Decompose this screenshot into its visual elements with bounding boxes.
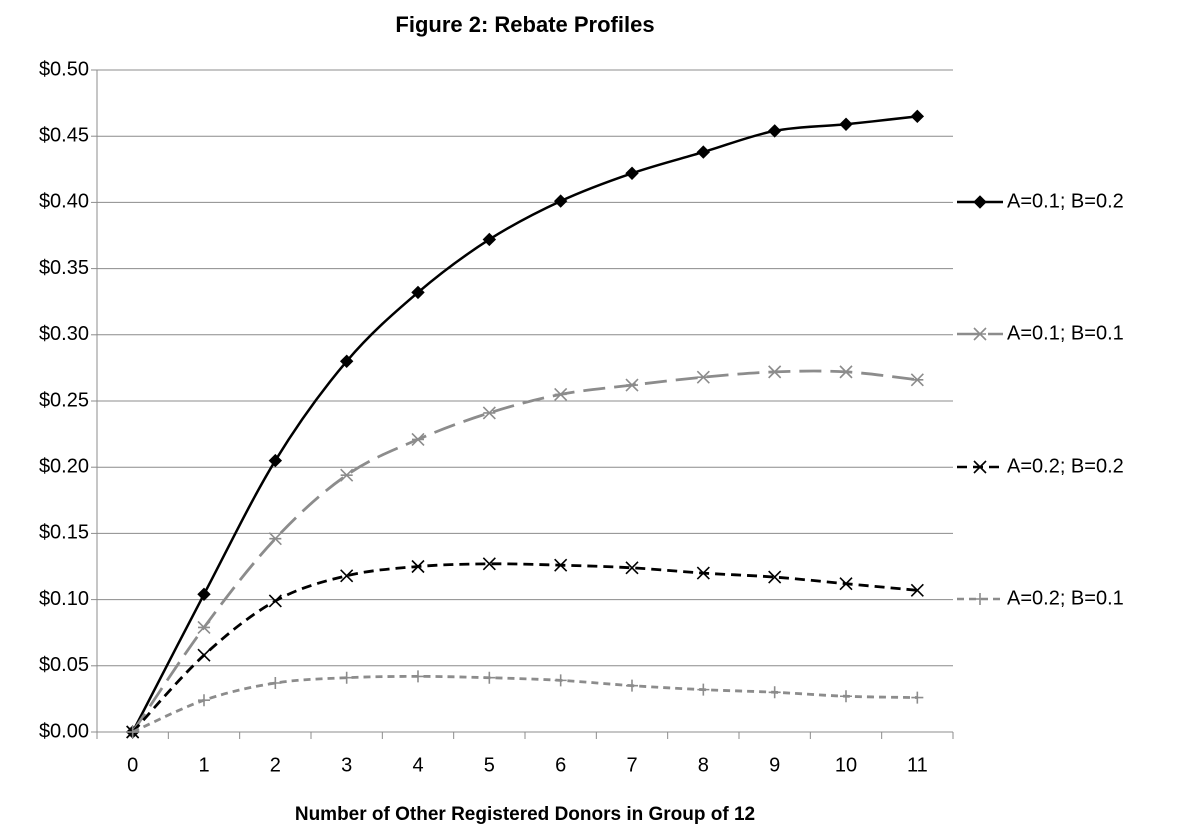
series-line <box>131 115 918 733</box>
legend-marker <box>974 593 986 605</box>
data-point <box>340 569 354 583</box>
data-point <box>340 468 354 482</box>
data-point <box>483 671 496 684</box>
data-point <box>269 677 282 690</box>
data-point <box>768 686 781 699</box>
x-tick-label: 11 <box>907 754 928 776</box>
x-tick-label: 0 <box>127 754 138 776</box>
y-tick-label: $0.00 <box>39 720 89 742</box>
y-tick-label: $0.30 <box>39 323 89 345</box>
legend-marker <box>973 460 987 474</box>
legend-label: A=0.2; B=0.1 <box>1007 587 1124 609</box>
data-point <box>768 365 782 379</box>
data-point <box>482 232 497 247</box>
data-point <box>840 690 852 703</box>
data-point <box>482 406 496 420</box>
y-tick-label: $0.35 <box>39 257 89 279</box>
data-point <box>625 378 639 392</box>
data-point <box>339 354 354 368</box>
data-point <box>411 432 425 446</box>
y-tick-label: $0.15 <box>39 522 89 544</box>
data-point <box>268 453 283 468</box>
data-point <box>625 561 639 575</box>
data-point <box>126 726 139 738</box>
data-point <box>910 109 925 124</box>
data-point <box>197 620 211 634</box>
data-point <box>768 570 782 584</box>
series-line <box>131 562 918 733</box>
data-point <box>625 166 639 180</box>
data-point <box>839 577 853 591</box>
x-tick-label: 9 <box>769 754 780 776</box>
data-point <box>553 194 568 208</box>
x-tick-label: 1 <box>198 754 209 776</box>
y-tick-label: $0.40 <box>39 191 89 213</box>
x-tick-label: 5 <box>484 754 495 776</box>
y-tick-label: $0.05 <box>39 654 89 676</box>
data-point <box>626 679 638 692</box>
data-point <box>696 566 710 580</box>
legend-marker <box>973 327 987 341</box>
data-point <box>696 370 710 384</box>
x-tick-label: 6 <box>555 754 566 776</box>
x-tick-label: 10 <box>835 754 857 776</box>
data-point <box>268 594 282 608</box>
data-point <box>911 691 924 704</box>
x-tick-label: 2 <box>270 754 281 776</box>
x-axis-title: Number of Other Registered Donors in Gro… <box>295 804 755 825</box>
data-point <box>554 558 568 572</box>
legend-label: A=0.1; B=0.2 <box>1007 190 1124 212</box>
data-point <box>767 124 782 138</box>
x-tick-label: 4 <box>412 754 423 776</box>
legend-label: A=0.1; B=0.1 <box>1007 322 1124 344</box>
legend-marker <box>973 195 987 209</box>
data-point <box>554 387 568 401</box>
x-tick-label: 3 <box>341 754 352 776</box>
data-point <box>340 671 353 684</box>
data-point <box>482 557 496 571</box>
data-point <box>839 365 853 379</box>
data-point <box>411 285 425 300</box>
series-line <box>132 674 918 734</box>
data-point <box>411 559 425 574</box>
data-point <box>696 145 711 159</box>
data-point <box>910 583 924 597</box>
y-tick-label: $0.10 <box>39 588 89 610</box>
data-point <box>697 683 710 696</box>
data-point <box>198 694 210 707</box>
data-point <box>268 532 282 546</box>
data-point <box>554 674 567 687</box>
data-point <box>839 117 853 131</box>
y-tick-label: $0.25 <box>39 389 89 411</box>
y-tick-label: $0.20 <box>39 455 89 477</box>
y-tick-label: $0.45 <box>39 124 89 146</box>
x-tick-label: 8 <box>698 754 709 776</box>
data-point <box>910 373 924 387</box>
legend-label: A=0.2; B=0.2 <box>1007 455 1124 477</box>
chart-title: Figure 2: Rebate Profiles <box>395 12 654 37</box>
data-point <box>412 670 424 683</box>
y-tick-label: $0.50 <box>39 58 89 80</box>
x-tick-label: 7 <box>626 754 637 776</box>
data-point <box>197 587 211 602</box>
data-point <box>197 648 211 662</box>
